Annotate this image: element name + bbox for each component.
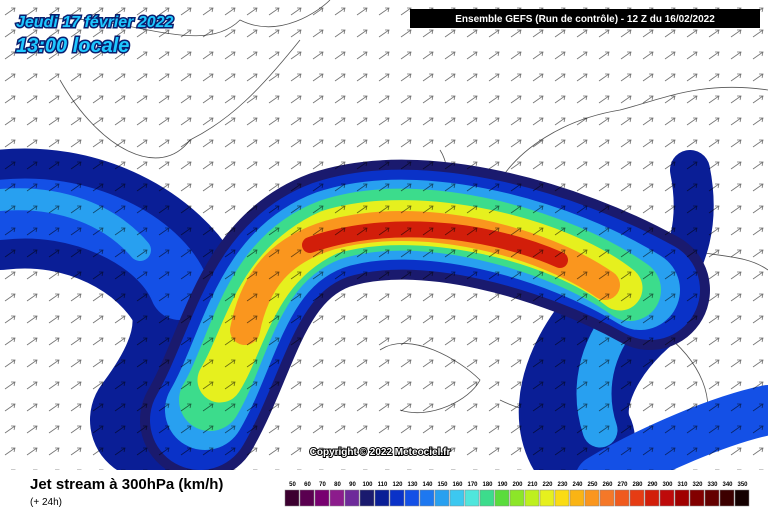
legend-label: 80 (334, 482, 341, 488)
copyright: Copyright © 2022 Meteociel.fr (310, 447, 451, 458)
legend-label: 310 (677, 482, 688, 488)
legend-label: 200 (512, 482, 523, 488)
footer-title: Jet stream à 300hPa (km/h) (30, 476, 223, 493)
legend-label: 160 (452, 482, 463, 488)
legend-swatch (629, 489, 645, 507)
legend-swatch (599, 489, 615, 507)
legend-label: 350 (737, 482, 748, 488)
legend-label: 90 (349, 482, 356, 488)
run-label: Ensemble GEFS (Run de contrôle) - 12 Z d… (455, 14, 715, 25)
legend-swatch (704, 489, 720, 507)
legend-label: 220 (542, 482, 553, 488)
legend-label: 150 (437, 482, 448, 488)
legend-label: 50 (289, 482, 296, 488)
legend-swatch (614, 489, 630, 507)
legend-swatch (449, 489, 465, 507)
legend-swatch (374, 489, 390, 507)
legend-swatch (314, 489, 330, 507)
legend-label: 330 (707, 482, 718, 488)
run-box (410, 9, 760, 28)
legend-swatch (719, 489, 735, 507)
footer-lead: (+ 24h) (30, 497, 62, 508)
legend-swatch (659, 489, 675, 507)
legend-swatch (359, 489, 375, 507)
legend-swatch (479, 489, 495, 507)
legend-swatch (509, 489, 525, 507)
legend-swatch (344, 489, 360, 507)
legend-label: 70 (319, 482, 326, 488)
legend-swatch (554, 489, 570, 507)
legend-swatch (419, 489, 435, 507)
legend-swatch (434, 489, 450, 507)
legend-swatch (404, 489, 420, 507)
legend-label: 240 (572, 482, 583, 488)
time-label: 13:00 locale (16, 35, 129, 57)
legend-swatch (734, 489, 750, 507)
date-label: Jeudi 17 février 2022 (16, 14, 174, 31)
legend-swatch (524, 489, 540, 507)
legend-label: 270 (617, 482, 628, 488)
legend-swatch (644, 489, 660, 507)
legend-swatch (689, 489, 705, 507)
legend-swatch (389, 489, 405, 507)
legend-label: 100 (362, 482, 373, 488)
legend-swatch (299, 489, 315, 507)
legend-swatch (569, 489, 585, 507)
legend-swatch (464, 489, 480, 507)
legend-label: 190 (497, 482, 508, 488)
legend-label: 180 (482, 482, 493, 488)
legend-label: 260 (602, 482, 613, 488)
legend-label: 320 (692, 482, 703, 488)
legend-swatch (539, 489, 555, 507)
legend-label: 130 (407, 482, 418, 488)
legend-label: 210 (527, 482, 538, 488)
legend-label: 230 (557, 482, 568, 488)
legend-label: 140 (422, 482, 433, 488)
legend-label: 300 (662, 482, 673, 488)
legend-swatch (284, 489, 300, 507)
legend-swatch (674, 489, 690, 507)
legend-swatch (329, 489, 345, 507)
legend-label: 290 (647, 482, 658, 488)
legend-swatch (584, 489, 600, 507)
legend-label: 280 (632, 482, 643, 488)
legend-label: 250 (587, 482, 598, 488)
legend-swatch (494, 489, 510, 507)
legend-label: 110 (378, 482, 388, 488)
legend-label: 60 (304, 482, 311, 488)
legend-label: 170 (467, 482, 478, 488)
wind-arrows (0, 0, 768, 470)
legend-label: 340 (722, 482, 733, 488)
legend-label: 120 (392, 482, 403, 488)
